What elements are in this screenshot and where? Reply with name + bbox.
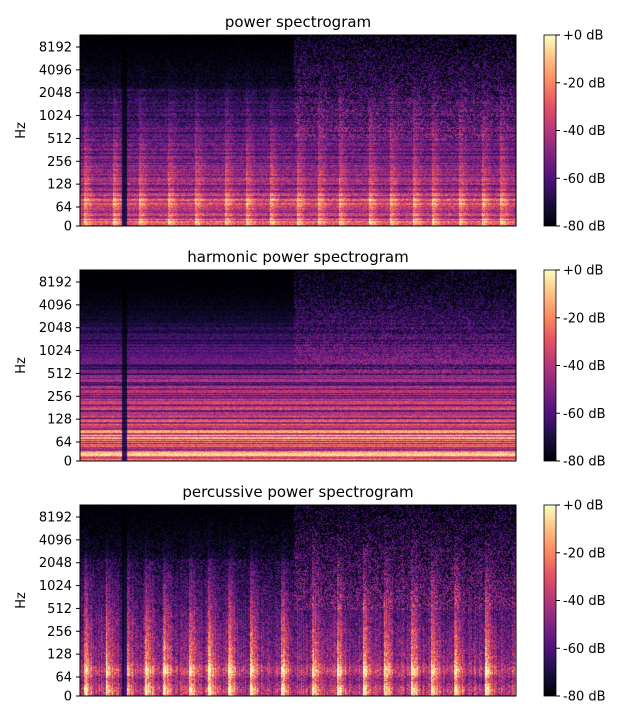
y-tick-label: 128 (47, 648, 72, 663)
y-tick-label: 1024 (39, 109, 72, 124)
y-tick-label: 8192 (39, 511, 72, 526)
y-tick-label: 4096 (39, 298, 72, 313)
colorbar-tick-label: -80 dB (563, 455, 606, 470)
y-tick-label: 128 (47, 413, 72, 428)
y-tick-label: 0 (64, 220, 72, 235)
panel-title: harmonic power spectrogram (187, 248, 408, 266)
colorbar-tick-label: -20 dB (563, 546, 606, 561)
colorbar-tick-label: +0 dB (563, 499, 603, 514)
colorbar-tick-label: -20 dB (563, 76, 606, 91)
spectrogram-panel-1: power spectrogram 0 64 128 256 512 1024 2048 409… (14, 13, 606, 235)
y-tick-label: 0 (64, 455, 72, 470)
y-tick-label: 2048 (39, 556, 72, 571)
y-tick-label: 1024 (39, 344, 72, 359)
y-tick-label: 64 (55, 671, 72, 686)
colorbar-tick-label: -40 dB (563, 124, 606, 139)
y-tick-label: 0 (64, 690, 72, 705)
axes-frame (79, 269, 517, 462)
colorbar (543, 34, 557, 227)
y-tick-label: 64 (55, 201, 72, 216)
y-axis-label: Hz (14, 122, 29, 139)
y-tick-label: 512 (47, 132, 72, 147)
colorbar-tick-label: -20 dB (563, 311, 606, 326)
y-tick-label: 4096 (39, 533, 72, 548)
y-axis-label: Hz (14, 592, 29, 609)
colorbar-tick-label: +0 dB (563, 29, 603, 44)
colorbar-tick-label: -60 dB (563, 172, 606, 187)
y-tick-label: 512 (47, 367, 72, 382)
colorbar-tick-label: -40 dB (563, 359, 606, 374)
colorbar (543, 504, 557, 697)
panel-title: percussive power spectrogram (182, 483, 413, 501)
spectrogram-heatmap (80, 270, 516, 461)
y-tick-label: 1024 (39, 579, 72, 594)
colorbar-tick-label: -60 dB (563, 407, 606, 422)
y-tick-label: 4096 (39, 63, 72, 78)
colorbar-tick-label: +0 dB (563, 264, 603, 279)
y-tick-label: 256 (47, 155, 72, 170)
y-axis-label: Hz (14, 357, 29, 374)
spectrogram-heatmap (80, 35, 516, 226)
colorbar-tick-label: -80 dB (563, 220, 606, 235)
y-tick-label: 512 (47, 602, 72, 617)
colorbar-tick-label: -60 dB (563, 642, 606, 657)
y-tick-label: 8192 (39, 41, 72, 56)
y-tick-label: 128 (47, 178, 72, 193)
y-tick-label: 2048 (39, 321, 72, 336)
spectrogram-heatmap (80, 505, 516, 696)
spectrogram-panel-3: percussive power spectrogram 0 64 128 256 512… (14, 483, 606, 705)
spectrogram-panel-2: harmonic power spectrogram 0 64 128 256 512 10… (14, 248, 606, 470)
colorbar-tick-label: -40 dB (563, 594, 606, 609)
y-tick-label: 64 (55, 436, 72, 451)
y-tick-label: 2048 (39, 86, 72, 101)
colorbar-tick-label: -80 dB (563, 690, 606, 705)
panel-title: power spectrogram (225, 13, 371, 31)
y-tick-label: 256 (47, 625, 72, 640)
y-tick-label: 8192 (39, 276, 72, 291)
y-tick-label: 256 (47, 390, 72, 405)
colorbar (543, 269, 557, 462)
axes-frame (79, 34, 517, 227)
axes-frame (79, 504, 517, 697)
